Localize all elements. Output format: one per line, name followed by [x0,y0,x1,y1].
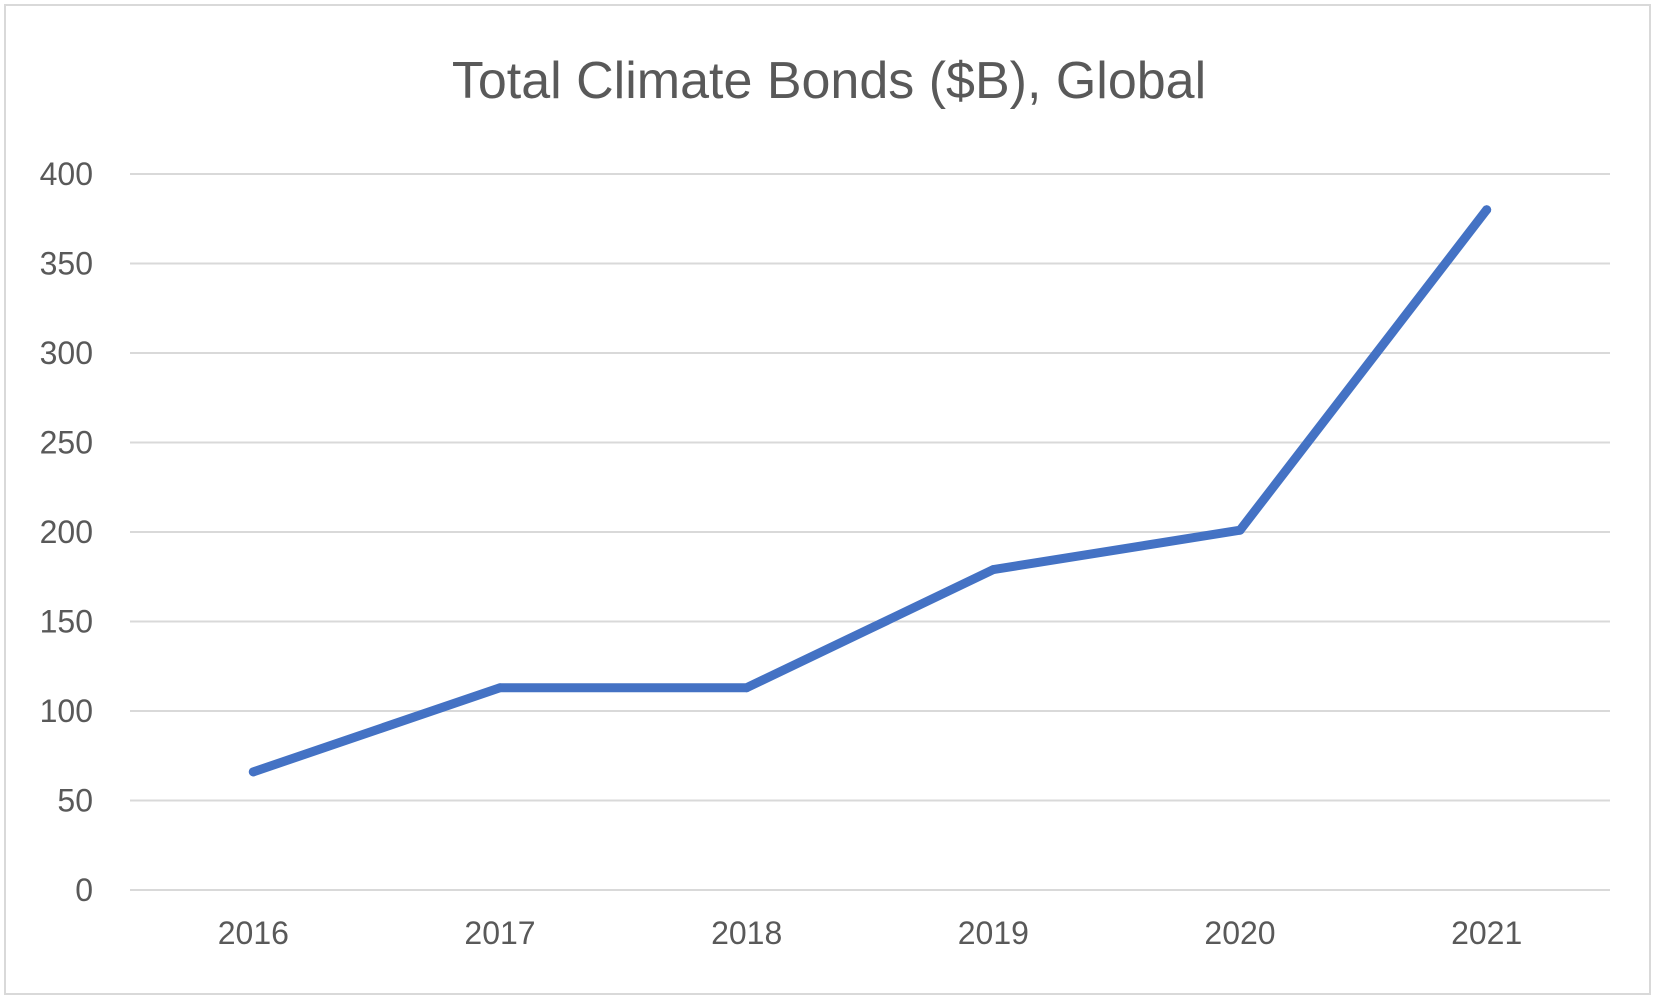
x-tick-label: 2016 [218,915,289,951]
y-tick-label: 400 [40,156,93,192]
y-tick-label: 250 [40,425,93,461]
y-tick-label: 0 [75,872,93,908]
x-tick-label: 2021 [1451,915,1522,951]
data-point-2021 [1482,205,1492,215]
y-tick-label: 350 [40,246,93,282]
chart-title: Total Climate Bonds ($B), Global [452,52,1206,110]
y-tick-label: 150 [40,604,93,640]
series-layer [248,205,1492,777]
x-tick-label: 2020 [1204,915,1275,951]
x-tick-label: 2018 [711,915,782,951]
x-tick-label: 2017 [464,915,535,951]
y-axis-tick-labels: 0 50 100 150 200 250 300 350 400 [40,156,93,908]
y-tick-label: 50 [57,783,93,819]
data-point-2018 [742,683,752,693]
x-tick-label: 2019 [958,915,1029,951]
data-point-2020 [1235,525,1245,535]
y-tick-label: 300 [40,335,93,371]
data-point-2016 [248,767,258,777]
y-tick-label: 200 [40,514,93,550]
y-tick-label: 100 [40,693,93,729]
series-line [248,205,1492,777]
chart-frame [4,4,1651,995]
data-point-2019 [988,565,998,575]
data-point-2017 [495,683,505,693]
gridlines [130,173,1610,891]
x-axis-tick-labels: 2016 2017 2018 2019 2020 2021 [218,915,1523,951]
